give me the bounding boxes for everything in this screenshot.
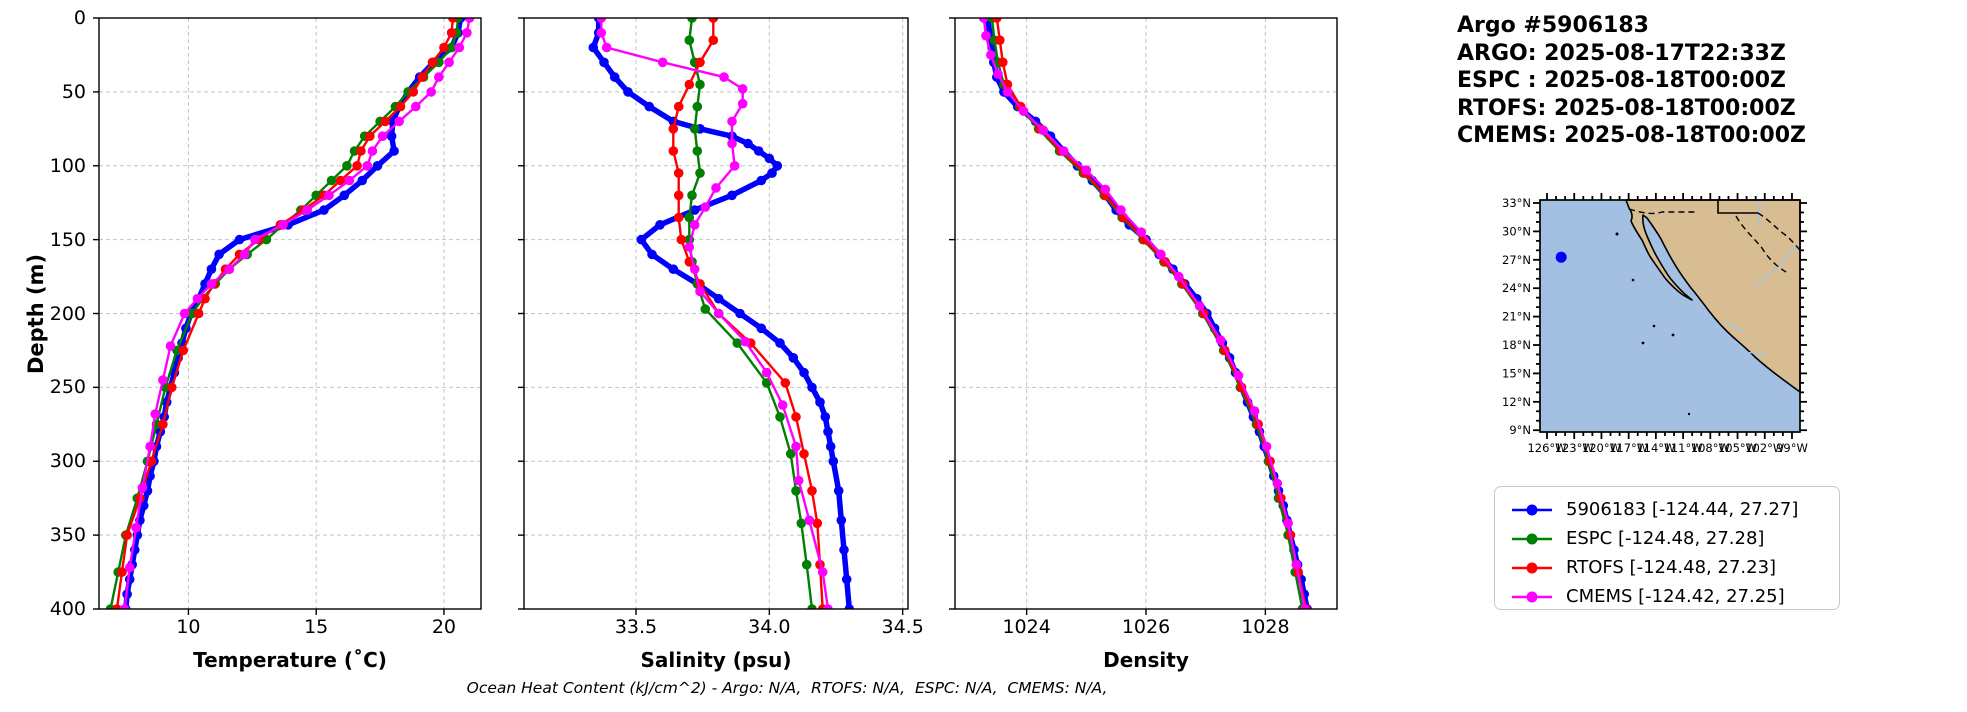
legend-item: ESPC [-124.48, 27.28] xyxy=(1509,524,1839,553)
figure-title: Argo #5906183 xyxy=(1457,13,1649,38)
ytick-label: 200 xyxy=(49,302,86,325)
series-markers-cmems xyxy=(119,18,475,609)
xtick-label: 1024 xyxy=(1002,616,1051,638)
series-markers-rtofs xyxy=(668,18,828,609)
y-axis-title: Depth (m) xyxy=(24,253,48,375)
plot-salinity-psu- xyxy=(518,17,909,615)
argo-timestamp: ARGO: 2025-08-17T22:33Z xyxy=(1457,40,1786,66)
ytick-label: 150 xyxy=(49,228,86,251)
map-lon-label: 99°W xyxy=(1776,441,1808,455)
legend-label: RTOFS [-124.48, 27.23] xyxy=(1566,557,1777,578)
map-lat-label: 21°N xyxy=(1502,310,1531,324)
rtofs-timestamp: RTOFS: 2025-08-18T00:00Z xyxy=(1457,95,1796,121)
legend-marker xyxy=(1512,562,1552,573)
legend-label: ESPC [-124.48, 27.28] xyxy=(1566,528,1765,549)
legend-marker xyxy=(1512,533,1552,544)
plot-density xyxy=(949,17,1338,615)
legend-label: 5906183 [-124.44, 27.27] xyxy=(1566,499,1799,520)
map-lat-label: 9°N xyxy=(1509,423,1531,437)
xtick-label: 1028 xyxy=(1241,616,1290,638)
x-axis-title-density: Density xyxy=(1103,648,1189,672)
map-lat-label: 24°N xyxy=(1502,281,1531,295)
map-lat-label: 18°N xyxy=(1502,338,1531,352)
series-markers-cmems xyxy=(978,18,1310,609)
xtick-label: 34.0 xyxy=(748,616,791,638)
plot-temperature-c- xyxy=(93,17,482,615)
series-line-5906183 xyxy=(590,18,853,609)
cmems-timestamp: CMEMS: 2025-08-18T00:00Z xyxy=(1457,123,1806,148)
map-lat-labels: 33°N 30°N 27°N 24°N 21°N 18°N 15°N 12°N 9°N xyxy=(1502,196,1531,437)
xtick-label: 34.5 xyxy=(881,616,924,638)
ytick-label: 300 xyxy=(49,450,86,473)
series-markers-cmems xyxy=(596,18,833,609)
xtick-label: 1026 xyxy=(1121,616,1171,638)
espc-timestamp: ESPC : 2025-08-18T00:00Z xyxy=(1457,68,1786,93)
map-land xyxy=(1625,199,1801,393)
map-lon-label: 123°W xyxy=(1555,441,1594,455)
map-lon-label: 105°W xyxy=(1718,441,1757,455)
series-line-rtofs xyxy=(672,18,824,609)
x-axis-title-salinity: Salinity (psu) xyxy=(640,648,792,672)
map-lon-labels: 126°W123°W120°W117°W114°W111°W108°W105°W… xyxy=(1527,441,1807,455)
xtick-label: 15 xyxy=(304,616,329,638)
legend-marker xyxy=(1512,591,1552,602)
legend: 5906183 [-124.44, 27.27] ESPC [-124.48, 2… xyxy=(1494,486,1840,610)
location-map: 33°N 30°N 27°N 24°N 21°N 18°N 15°N 12°N 9°N 126°… xyxy=(1502,193,1808,455)
map-lat-label: 33°N xyxy=(1502,196,1531,210)
map-lon-label: 117°W xyxy=(1609,441,1648,455)
x-axis-title-temperature: Temperature (˚C) xyxy=(193,648,387,672)
map-rivers xyxy=(1725,199,1801,356)
map-lon-label: 120°W xyxy=(1582,441,1621,455)
map-lon-label: 126°W xyxy=(1527,441,1566,455)
ocean-heat-content-note: Ocean Heat Content (kJ/cm^2) - Argo: N/A… xyxy=(466,679,1108,697)
xtick-label: 33.5 xyxy=(614,616,658,638)
map-lat-label: 15°N xyxy=(1502,366,1531,380)
ytick-label: 350 xyxy=(49,524,86,547)
legend-label: CMEMS [-124.42, 27.25] xyxy=(1566,586,1785,607)
map-borders xyxy=(1628,200,1801,273)
float-position-marker xyxy=(1555,251,1567,263)
legend-item: RTOFS [-124.48, 27.23] xyxy=(1509,553,1839,582)
series-markers-rtofs xyxy=(112,18,458,609)
xtick-label: 10 xyxy=(176,616,201,638)
xtick-label: 20 xyxy=(431,616,457,638)
map-frame xyxy=(1539,199,1801,433)
ytick-label: 50 xyxy=(61,80,86,103)
map-lat-label: 27°N xyxy=(1502,253,1531,267)
map-lon-label: 108°W xyxy=(1691,441,1730,455)
ytick-label: 400 xyxy=(49,598,86,620)
legend-item: CMEMS [-124.42, 27.25] xyxy=(1509,582,1839,611)
legend-marker xyxy=(1512,504,1552,515)
map-lon-label: 111°W xyxy=(1664,441,1703,455)
map-lat-label: 12°N xyxy=(1502,395,1531,409)
map-lat-label: 30°N xyxy=(1502,224,1531,238)
ytick-label: 250 xyxy=(49,376,86,399)
ytick-label: 100 xyxy=(49,154,86,177)
title-block: Argo #5906183 ARGO: 2025-08-17T22:33Z ES… xyxy=(1457,12,1806,150)
legend-item: 5906183 [-124.44, 27.27] xyxy=(1509,495,1839,524)
map-lon-label: 114°W xyxy=(1636,441,1675,455)
map-islands xyxy=(1615,232,1691,416)
map-lon-label: 102°W xyxy=(1745,441,1784,455)
ytick-label: 0 xyxy=(73,7,86,29)
